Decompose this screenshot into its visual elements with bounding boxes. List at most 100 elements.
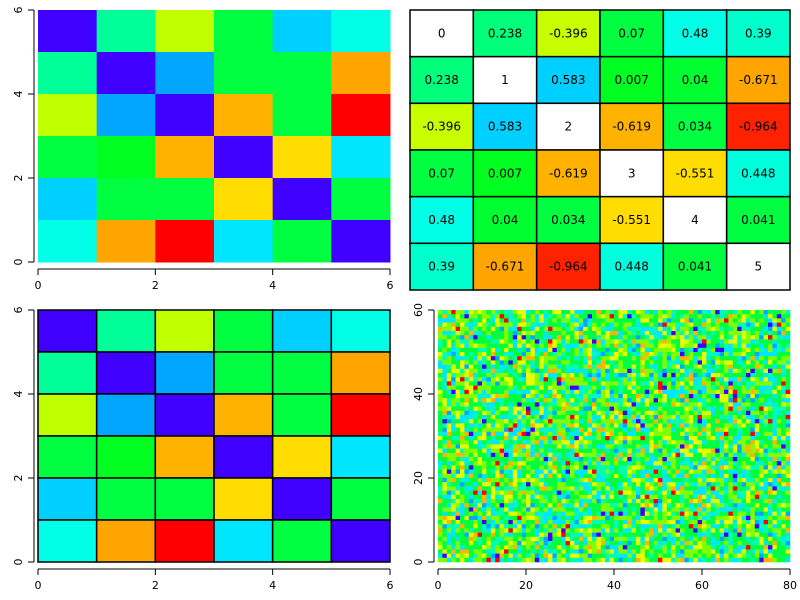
noise-cell <box>671 318 676 323</box>
noise-cell <box>697 394 703 399</box>
noise-cell <box>622 326 628 332</box>
noise-cell <box>768 373 773 378</box>
noise-cell <box>570 373 575 378</box>
noise-cell <box>561 385 566 391</box>
noise-cell <box>741 419 747 424</box>
noise-cell <box>680 469 685 475</box>
noise-cell <box>658 511 663 517</box>
noise-cell <box>732 553 738 559</box>
noise-cell <box>508 511 514 517</box>
noise-cell <box>495 490 500 496</box>
noise-cell <box>548 478 553 483</box>
noise-cell <box>482 520 487 525</box>
noise-cell <box>583 322 588 328</box>
noise-cell <box>442 436 448 441</box>
noise-cell <box>627 515 632 521</box>
noise-cell <box>486 536 492 542</box>
noise-cell <box>570 469 575 475</box>
noise-cell <box>653 545 659 550</box>
noise-cell <box>724 318 729 323</box>
noise-cell <box>539 381 544 386</box>
noise-cell <box>662 406 668 412</box>
noise-cell <box>706 310 712 315</box>
top-left-x-tick-label: 2 <box>152 279 159 292</box>
noise-cell <box>587 381 593 386</box>
noise-cell <box>688 486 694 491</box>
noise-cell <box>512 373 518 378</box>
noise-cell <box>627 314 632 319</box>
noise-cell <box>666 402 672 407</box>
noise-cell <box>754 545 760 550</box>
noise-cell <box>653 486 659 491</box>
noise-cell <box>543 385 549 391</box>
noise-cell <box>477 524 483 529</box>
noise-cell <box>688 457 694 462</box>
noise-cell <box>666 461 672 466</box>
noise-cell <box>622 440 628 445</box>
noise-cell <box>640 545 646 550</box>
noise-cell <box>750 473 756 479</box>
noise-cell <box>556 469 562 475</box>
noise-cell <box>561 431 566 437</box>
noise-cell <box>477 347 483 353</box>
noise-cell <box>570 482 575 487</box>
noise-cell <box>614 520 619 525</box>
noise-cell <box>548 331 553 336</box>
noise-cell <box>640 322 646 328</box>
noise-cell <box>640 490 646 496</box>
noise-cell <box>512 360 518 365</box>
noise-cell <box>574 427 580 433</box>
noise-cell <box>719 486 725 491</box>
noise-cell <box>609 536 615 542</box>
noise-cell <box>446 545 452 550</box>
noise-cell <box>724 520 729 525</box>
noise-cell <box>763 541 769 546</box>
noise-cell <box>772 427 778 433</box>
noise-cell <box>614 368 619 374</box>
noise-cell <box>534 440 540 445</box>
noise-cell <box>622 457 628 462</box>
noise-cell <box>539 373 544 378</box>
noise-cell <box>649 314 654 319</box>
top-left-cell <box>272 52 332 95</box>
noise-cell <box>561 322 566 328</box>
noise-cell <box>614 427 619 433</box>
noise-cell <box>473 381 478 386</box>
noise-cell <box>653 482 659 487</box>
noise-cell <box>600 326 606 332</box>
noise-cell <box>548 553 553 559</box>
noise-cell <box>552 524 558 529</box>
noise-cell <box>728 469 734 475</box>
noise-cell <box>640 440 646 445</box>
noise-cell <box>592 368 597 374</box>
noise-cell <box>438 436 443 441</box>
noise-cell <box>504 394 509 399</box>
noise-cell <box>622 469 628 475</box>
noise-cell <box>464 520 470 525</box>
noise-cell <box>526 318 531 323</box>
noise-cell <box>737 440 742 445</box>
noise-cell <box>688 482 694 487</box>
noise-cell <box>719 381 725 386</box>
noise-cell <box>737 528 742 533</box>
noise-cell <box>578 511 584 517</box>
noise-cell <box>438 532 443 538</box>
noise-cell <box>578 347 584 353</box>
top-left-cell <box>155 136 215 179</box>
noise-cell <box>499 507 505 512</box>
noise-cell <box>785 326 791 332</box>
noise-cell <box>772 314 778 319</box>
noise-cell <box>636 352 641 357</box>
noise-cell <box>504 398 509 403</box>
noise-cell <box>574 549 580 554</box>
noise-cell <box>781 402 786 407</box>
noise-cell <box>702 402 707 407</box>
noise-cell <box>451 452 456 458</box>
noise-cell <box>702 389 707 395</box>
noise-cell <box>754 322 760 328</box>
noise-cell <box>684 347 690 353</box>
noise-cell <box>710 486 716 491</box>
noise-cell <box>455 490 461 496</box>
noise-cell <box>737 469 742 475</box>
noise-cell <box>552 385 558 391</box>
